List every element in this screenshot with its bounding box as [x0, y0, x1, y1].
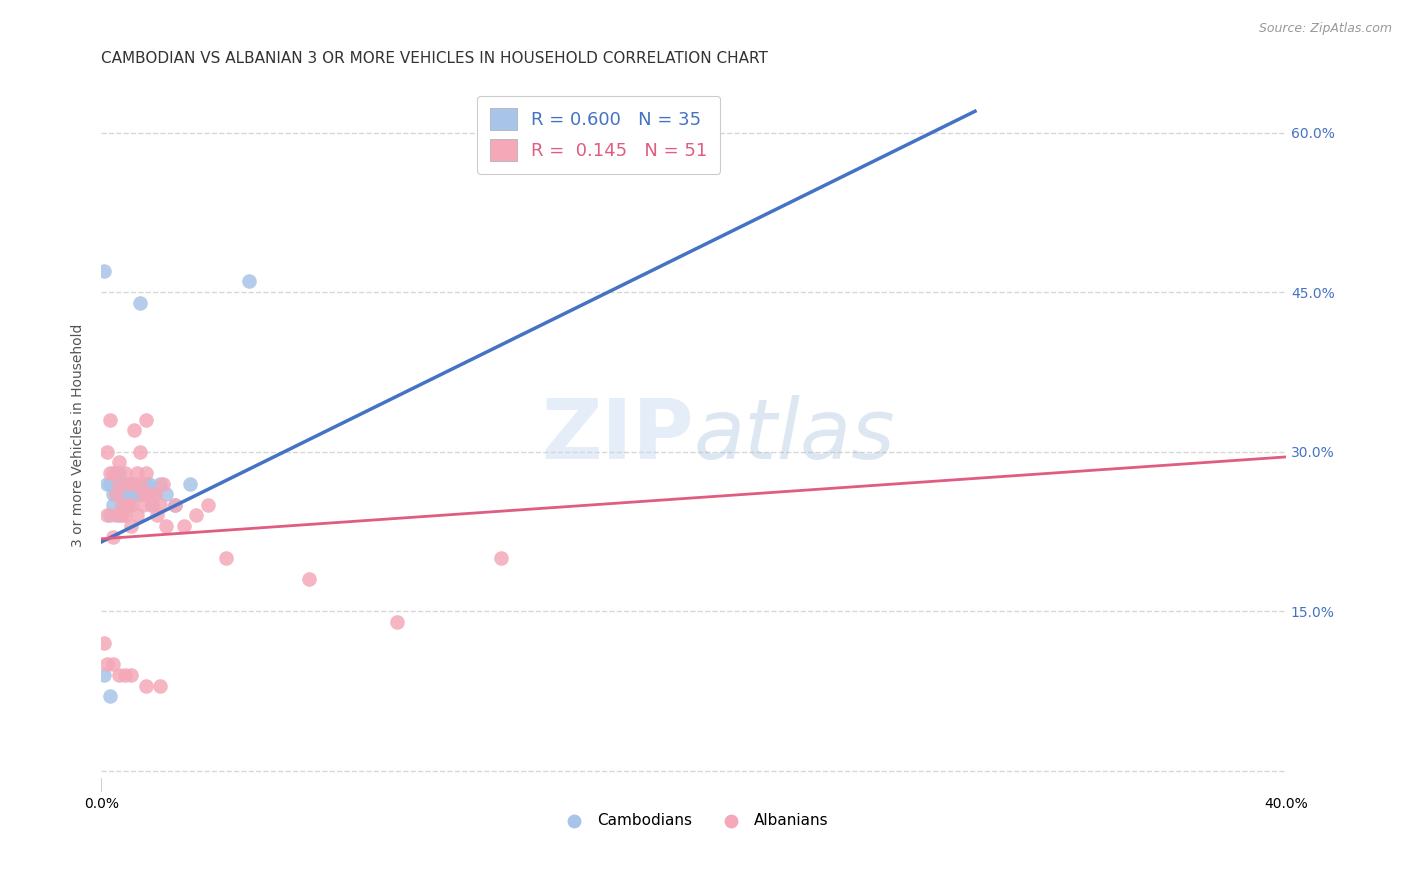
Point [146, 508, 169, 523]
Legend: Cambodians, Albanians: Cambodians, Albanians [553, 807, 834, 834]
Point [122, 423, 145, 437]
Point [114, 508, 136, 523]
Point [117, 498, 139, 512]
Point [101, 498, 124, 512]
Point [149, 679, 172, 693]
Point [128, 444, 150, 458]
Point [152, 476, 174, 491]
Point [117, 498, 139, 512]
Point [108, 476, 131, 491]
Point [98, 466, 121, 480]
Point [101, 530, 124, 544]
Point [114, 668, 136, 682]
Point [111, 508, 134, 523]
Point [131, 487, 153, 501]
Point [96, 657, 118, 672]
Point [131, 498, 153, 512]
Point [238, 275, 260, 289]
Point [165, 498, 187, 512]
Point [141, 498, 163, 512]
Point [101, 487, 124, 501]
Point [96, 476, 118, 491]
Point [120, 487, 142, 501]
Point [117, 487, 139, 501]
Point [165, 498, 187, 512]
Text: atlas: atlas [693, 395, 896, 476]
Point [101, 466, 124, 480]
Point [179, 476, 201, 491]
Point [122, 476, 145, 491]
Point [114, 466, 136, 480]
Point [143, 487, 166, 501]
Point [155, 519, 177, 533]
Point [105, 487, 128, 501]
Point [489, 551, 512, 566]
Point [108, 455, 131, 469]
Point [98, 476, 121, 491]
Point [125, 466, 148, 480]
Point [128, 487, 150, 501]
Point [135, 476, 157, 491]
Point [108, 508, 131, 523]
Point [120, 519, 142, 533]
Point [96, 508, 118, 523]
Point [135, 466, 157, 480]
Point [155, 487, 177, 501]
Point [114, 487, 136, 501]
Point [117, 476, 139, 491]
Point [93, 668, 115, 682]
Point [98, 413, 121, 427]
Point [214, 551, 236, 566]
Point [105, 466, 128, 480]
Point [197, 498, 219, 512]
Point [120, 668, 142, 682]
Point [98, 508, 121, 523]
Point [135, 679, 157, 693]
Y-axis label: 3 or more Vehicles in Household: 3 or more Vehicles in Household [72, 324, 86, 548]
Point [111, 498, 134, 512]
Point [114, 476, 136, 491]
Point [122, 476, 145, 491]
Point [297, 572, 319, 586]
Point [111, 476, 134, 491]
Point [184, 508, 207, 523]
Point [111, 498, 134, 512]
Text: Source: ZipAtlas.com: Source: ZipAtlas.com [1258, 22, 1392, 36]
Point [98, 690, 121, 704]
Point [143, 487, 166, 501]
Point [93, 264, 115, 278]
Point [108, 466, 131, 480]
Point [96, 444, 118, 458]
Point [131, 487, 153, 501]
Point [105, 487, 128, 501]
Point [105, 508, 128, 523]
Point [387, 615, 409, 629]
Point [135, 413, 157, 427]
Text: ZIP: ZIP [541, 395, 693, 476]
Point [122, 487, 145, 501]
Point [125, 508, 148, 523]
Point [101, 657, 124, 672]
Point [128, 295, 150, 310]
Point [125, 487, 148, 501]
Point [138, 476, 160, 491]
Point [120, 498, 142, 512]
Point [149, 498, 172, 512]
Point [128, 476, 150, 491]
Point [93, 636, 115, 650]
Text: CAMBODIAN VS ALBANIAN 3 OR MORE VEHICLES IN HOUSEHOLD CORRELATION CHART: CAMBODIAN VS ALBANIAN 3 OR MORE VEHICLES… [101, 51, 768, 66]
Point [138, 487, 160, 501]
Point [108, 668, 131, 682]
Point [149, 476, 172, 491]
Point [120, 476, 142, 491]
Point [141, 498, 163, 512]
Point [173, 519, 195, 533]
